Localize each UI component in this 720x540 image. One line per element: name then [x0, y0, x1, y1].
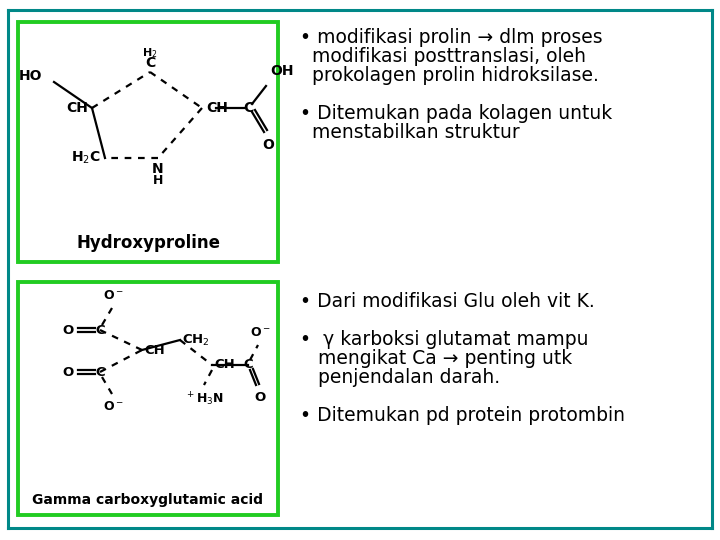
Text: Hydroxyproline: Hydroxyproline: [76, 234, 220, 252]
Text: H$_2$: H$_2$: [143, 46, 158, 60]
Text: • Ditemukan pd protein protombin: • Ditemukan pd protein protombin: [300, 406, 625, 425]
Text: CH: CH: [214, 359, 235, 372]
Text: C: C: [145, 56, 155, 70]
Text: N: N: [152, 162, 164, 176]
Text: O: O: [63, 323, 74, 336]
Text: O$^-$: O$^-$: [102, 289, 123, 302]
FancyBboxPatch shape: [18, 22, 278, 262]
Text: O: O: [63, 366, 74, 379]
FancyBboxPatch shape: [18, 282, 278, 515]
Text: C: C: [243, 359, 253, 372]
Text: O$^-$: O$^-$: [102, 400, 123, 413]
Text: • Ditemukan pada kolagen untuk: • Ditemukan pada kolagen untuk: [300, 104, 612, 123]
Text: CH: CH: [206, 101, 228, 115]
Text: H$_2$C: H$_2$C: [71, 150, 101, 166]
Text: CH: CH: [66, 101, 88, 115]
Text: O: O: [262, 138, 274, 152]
Text: C: C: [95, 366, 105, 379]
Text: •  γ karboksi glutamat mampu: • γ karboksi glutamat mampu: [300, 330, 588, 349]
Text: O$^-$: O$^-$: [250, 326, 271, 339]
Text: mengikat Ca → penting utk: mengikat Ca → penting utk: [300, 349, 572, 368]
Text: HO: HO: [19, 69, 42, 83]
Text: OH: OH: [270, 64, 294, 78]
Text: CH: CH: [144, 343, 165, 356]
Text: • Dari modifikasi Glu oleh vit K.: • Dari modifikasi Glu oleh vit K.: [300, 292, 595, 311]
Text: $^+$H$_3$N: $^+$H$_3$N: [184, 391, 223, 408]
Text: Gamma carboxyglutamic acid: Gamma carboxyglutamic acid: [32, 493, 264, 507]
Text: penjendalan darah.: penjendalan darah.: [300, 368, 500, 387]
Text: H: H: [153, 174, 163, 187]
Text: modifikasi posttranslasi, oleh: modifikasi posttranslasi, oleh: [300, 47, 586, 66]
Text: C: C: [95, 323, 105, 336]
Text: • modifikasi prolin → dlm proses: • modifikasi prolin → dlm proses: [300, 28, 603, 47]
Text: prokolagen prolin hidroksilase.: prokolagen prolin hidroksilase.: [300, 66, 599, 85]
Text: C: C: [243, 101, 253, 115]
Text: O: O: [254, 391, 266, 404]
Text: CH$_2$: CH$_2$: [182, 333, 210, 348]
Text: menstabilkan struktur: menstabilkan struktur: [300, 123, 520, 142]
